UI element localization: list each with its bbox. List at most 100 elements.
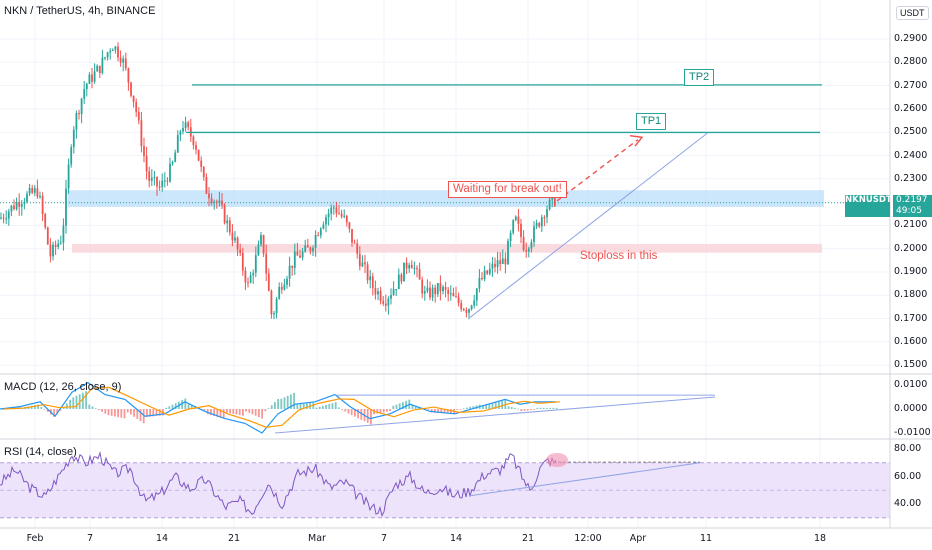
macd-histogram-bar [222, 409, 225, 419]
candle-body [78, 113, 80, 115]
candle-body [221, 200, 223, 206]
candle-body [18, 202, 21, 207]
currency-badge[interactable]: USDT [896, 6, 929, 20]
candle-body [275, 298, 278, 314]
macd-histogram-bar [472, 406, 475, 409]
candle-body [109, 50, 112, 53]
candle-body [210, 198, 213, 203]
candle-body [247, 282, 249, 284]
macd-histogram-bar [392, 405, 395, 409]
candle-body [335, 207, 338, 214]
macd-histogram-bar [526, 409, 529, 411]
macd-histogram-bar [104, 409, 107, 414]
stoploss-note[interactable]: Stoploss in this [580, 250, 658, 262]
candle-body [553, 195, 556, 206]
macd-histogram-bar [293, 392, 295, 409]
macd-histogram-bar [114, 409, 116, 417]
macd-histogram-bar [334, 402, 337, 409]
macd-histogram-bar [552, 407, 555, 409]
candle-body [111, 49, 114, 51]
macd-histogram-bar [133, 409, 135, 417]
candle-body [377, 291, 379, 295]
macd-histogram-bar [56, 409, 59, 415]
macd-histogram-bar [350, 409, 353, 416]
candle-body [468, 309, 470, 313]
macd-histogram-bar [107, 409, 110, 416]
macd-histogram-bar [152, 409, 155, 417]
candle-body [249, 275, 252, 283]
macd-histogram-bar [514, 407, 516, 409]
macd-histogram-bar [318, 406, 321, 409]
macd-signal-line [3, 386, 561, 428]
macd-histogram-bar [491, 402, 494, 409]
macd-histogram-bar [91, 406, 94, 409]
candle-body [93, 71, 96, 82]
macd-histogram-bar [517, 408, 519, 410]
rsi-tick-label: 80.00 [894, 443, 922, 454]
macd-histogram-bar [69, 399, 71, 409]
candle-body [171, 162, 174, 164]
candle-body [39, 195, 41, 197]
macd-histogram-bar [482, 405, 484, 409]
macd-histogram-bar [30, 405, 33, 409]
candle-body [161, 180, 164, 188]
tp1-label[interactable]: TP1 [636, 113, 667, 130]
candle-body [148, 171, 151, 181]
macd-histogram-bar [53, 409, 55, 417]
candle-body [312, 247, 314, 252]
candle-body [369, 276, 372, 281]
price-tick-label: 0.1600 [894, 335, 928, 347]
candle-body [338, 213, 340, 215]
candle-body [104, 57, 106, 59]
candle-body [413, 268, 416, 270]
rsi-tick-label: 40.00 [894, 498, 922, 509]
macd-title[interactable]: MACD (12, 26, close, 9) [4, 381, 122, 393]
candle-body [218, 200, 221, 203]
macd-histogram-bar [443, 409, 446, 414]
candle-body [205, 176, 208, 194]
candle-body [457, 296, 460, 303]
macd-histogram-bar [174, 403, 177, 409]
candle-body [504, 258, 507, 265]
macd-histogram-bar [530, 409, 532, 411]
candle-body [226, 220, 229, 224]
macd-histogram-bar [338, 407, 340, 409]
candle-body [153, 176, 156, 178]
candle-body [283, 284, 286, 290]
candle-body [478, 277, 481, 289]
candle-body [494, 263, 496, 268]
price-candles [0, 42, 556, 320]
breakout-note[interactable]: Waiting for break out! [448, 181, 567, 198]
candle-body [286, 278, 288, 285]
macd-histogram-bar [430, 409, 433, 413]
macd-histogram-bar [117, 409, 119, 418]
candle-body [83, 89, 86, 99]
candle-body [546, 209, 548, 218]
candle-body [475, 288, 478, 301]
time-tick-label: 12:00 [574, 533, 602, 544]
macd-histogram-bar [245, 409, 247, 412]
rsi-pane [0, 450, 890, 519]
symbol-title[interactable]: NKN / TetherUS, 4h, BINANCE [4, 5, 156, 17]
macd-histogram-bar [523, 409, 526, 411]
macd-histogram-bar [254, 409, 257, 416]
candle-body [421, 279, 424, 294]
macd-histogram-bar [485, 404, 487, 409]
macd-histogram-bar [341, 409, 343, 410]
macd-histogram-bar [72, 397, 75, 409]
candle-body [507, 241, 509, 265]
macd-histogram-bar [130, 409, 132, 415]
candle-body [278, 286, 281, 299]
candle-body [403, 262, 405, 282]
rsi-title[interactable]: RSI (14, close) [4, 446, 77, 458]
macd-histogram-bar [280, 398, 283, 409]
macd-histogram-bar [126, 409, 129, 413]
candle-body [260, 235, 262, 245]
candle-body [5, 218, 8, 220]
tp2-label[interactable]: TP2 [684, 69, 715, 86]
macd-histogram-bar [258, 409, 260, 418]
macd-histogram-bar [235, 409, 238, 415]
candle-body [28, 188, 31, 194]
macd-histogram-bar [277, 399, 279, 409]
